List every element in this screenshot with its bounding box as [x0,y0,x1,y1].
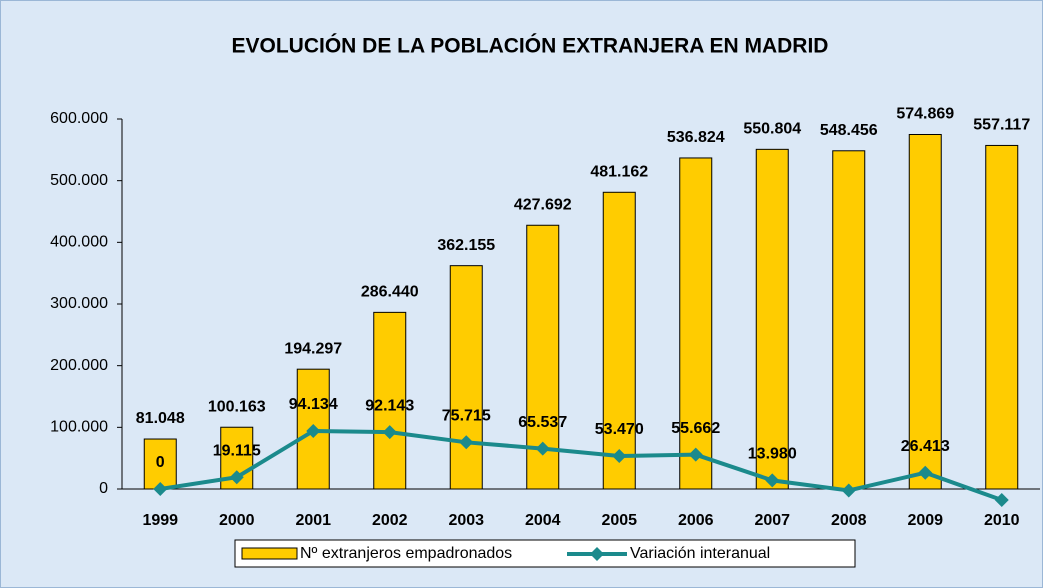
x-tick-label: 2007 [754,512,790,529]
marker [765,473,780,488]
bar [679,157,713,490]
bar-label: 427.692 [514,196,572,213]
line-label: 53.470 [595,421,644,438]
bar-label: 536.824 [667,129,725,146]
legend-label: Variación interanual [630,545,770,562]
legend-box [234,539,856,568]
marker [229,470,244,485]
y-tick-label: 0 [99,480,108,497]
bar-label: 100.163 [208,398,266,415]
x-tick-label: 2009 [907,512,943,529]
line-label: 13.980 [748,446,797,463]
y-tick-label: 400.000 [50,234,108,251]
bar-label: 574.869 [896,106,954,123]
line [159,428,1003,502]
marker [306,423,321,438]
marker [918,465,933,480]
bar [602,191,636,490]
x-tick-label: 2001 [295,512,331,529]
x-tick-label: 2006 [678,512,714,529]
line-label: 65.537 [518,414,567,431]
y-tick-label: 500.000 [50,172,108,189]
marker [153,482,168,496]
x-tick-label: 2008 [831,512,867,529]
bar-label: 81.048 [136,410,185,427]
bar-label: 194.297 [284,340,342,357]
bar [373,311,407,490]
bar-label: 557.117 [973,117,1030,134]
bar [296,368,330,490]
marker [382,425,397,440]
bar-label: 548.456 [820,122,878,139]
bar [143,438,177,490]
legend-label: Nº extranjeros empadronados [300,545,512,562]
line-label: 55.662 [671,420,720,437]
x-tick-label: 2004 [525,512,561,529]
bar-label: 550.804 [743,121,801,138]
bar [985,144,1019,490]
y-tick-label: 600.000 [50,110,108,127]
line-label: 0 [156,454,165,471]
line-label: 92.143 [365,397,414,414]
y-tick-label: 100.000 [50,419,108,436]
marker [841,483,856,498]
marker [459,435,474,450]
marker [994,492,1009,507]
bar-label: 362.155 [437,237,495,254]
x-tick-label: 2000 [219,512,255,529]
line-label: 26.413 [901,438,950,455]
x-tick-label: 2010 [984,512,1020,529]
x-tick-label: 2002 [372,512,408,529]
bar [908,133,942,490]
line-label: 94.134 [289,396,338,413]
bar [449,265,483,490]
line-label: 19.115 [213,442,261,459]
x-tick-label: 2005 [601,512,637,529]
bar [755,148,789,490]
legend-swatch [590,547,604,561]
chart-title: EVOLUCIÓN DE LA POBLACIÓN EXTRANJERA EN … [232,34,829,58]
bar-label: 286.440 [361,284,419,301]
bar [832,150,866,490]
x-tick-label: 2003 [448,512,484,529]
legend-swatch [241,547,298,560]
marker [688,447,703,462]
bar [220,426,254,490]
y-tick-label: 300.000 [50,295,108,312]
marker [612,449,627,464]
bar-label: 481.162 [590,164,648,181]
line-label: 75.715 [442,408,491,425]
x-tick-label: 1999 [142,512,178,529]
marker [535,441,550,456]
y-tick-label: 200.000 [50,357,108,374]
